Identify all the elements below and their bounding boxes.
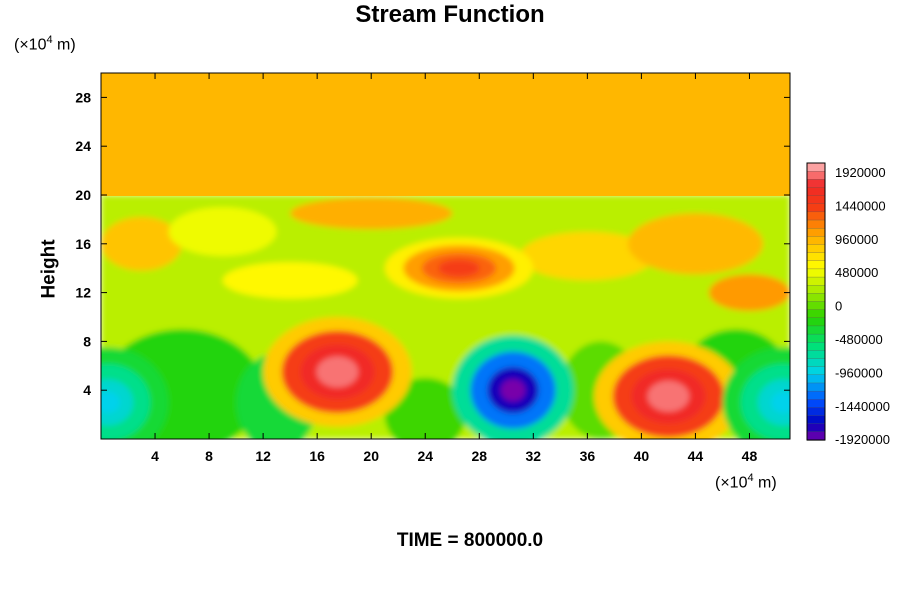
- colorbar-swatch: [806, 211, 826, 221]
- contour-field: [101, 73, 790, 439]
- field-band: [101, 216, 183, 271]
- x-tick-label: 4: [151, 448, 159, 464]
- colorbar-swatch: [806, 187, 826, 197]
- colorbar-swatch: [806, 423, 826, 433]
- colorbar-label: 1440000: [835, 198, 886, 213]
- colorbar-swatch: [806, 390, 826, 400]
- colorbar-label: -1920000: [835, 432, 890, 447]
- field-band: [708, 274, 790, 311]
- x-axis-unit: (×104 m): [715, 472, 777, 492]
- chart-title: Stream Function: [355, 1, 545, 28]
- colorbar-swatch: [806, 350, 826, 360]
- upper-field: [101, 73, 790, 196]
- time-label: TIME = 800000.0: [396, 530, 544, 551]
- colorbar-swatch: [806, 333, 826, 343]
- colorbar: 1920000 1440000 960000 480000 0 -480000 -96000…: [806, 162, 890, 447]
- x-tick-label: 24: [417, 448, 433, 464]
- colorbar-swatch: [806, 382, 826, 392]
- colorbar-swatch: [806, 276, 826, 286]
- colorbar-label: 960000: [835, 232, 878, 247]
- lower-field: [101, 195, 790, 439]
- field-band: [290, 197, 453, 230]
- y-tick-label: 16: [75, 236, 91, 252]
- y-tick-label: 8: [83, 333, 91, 349]
- x-tick-label: 44: [688, 448, 704, 464]
- x-tick-label: 36: [580, 448, 596, 464]
- colorbar-swatch: [806, 431, 826, 441]
- colorbar-label: 1920000: [835, 165, 886, 180]
- field-band: [222, 262, 358, 299]
- field-band: [627, 213, 763, 275]
- colorbar-swatch: [806, 366, 826, 376]
- colorbar-swatch: [806, 162, 826, 172]
- colorbar-swatch: [806, 301, 826, 311]
- y-tick-label: 24: [75, 138, 91, 154]
- plot-frame: [100, 72, 791, 440]
- colorbar-swatch: [806, 195, 826, 205]
- colorbar-swatch: [806, 293, 826, 303]
- colorbar-swatch: [806, 170, 826, 180]
- y-tick-label: 4: [83, 382, 91, 398]
- colorbar-swatch: [806, 228, 826, 237]
- y-axis-unit: (×104 m): [14, 34, 76, 54]
- colorbar-label: -1440000: [835, 399, 890, 414]
- colorbar-swatch: [806, 358, 826, 368]
- colorbar-swatch: [806, 374, 826, 384]
- stream-max: [438, 259, 480, 277]
- y-tick-label: 20: [75, 187, 91, 203]
- colorbar-swatch: [806, 285, 826, 295]
- stream-max: [316, 356, 359, 388]
- y-tick-label: 12: [75, 285, 91, 301]
- y-axis: 4 8 12 16 20 24 28: [75, 89, 790, 398]
- x-tick-label: 32: [526, 448, 542, 464]
- colorbar-swatch: [806, 219, 826, 229]
- colorbar-swatch: [806, 399, 826, 409]
- y-tick-label: 28: [75, 89, 91, 105]
- stream-min: [771, 391, 790, 414]
- x-axis: 4 8 12 16 20 24 28 32 36 40 44 48: [151, 73, 757, 464]
- colorbar-frame: [806, 162, 826, 441]
- colorbar-swatch: [806, 260, 826, 270]
- x-tick-label: 20: [363, 448, 379, 464]
- stream-min: [500, 379, 526, 402]
- x-tick-label: 28: [471, 448, 487, 464]
- colorbar-label: -960000: [835, 365, 883, 380]
- colorbar-swatch: [806, 244, 826, 254]
- field-band: [168, 207, 277, 256]
- stream-max: [647, 380, 690, 412]
- colorbar-swatch: [806, 342, 826, 352]
- colorbar-swatch: [806, 415, 826, 425]
- x-tick-label: 8: [205, 448, 213, 464]
- colorbar-swatch: [806, 317, 826, 327]
- colorbar-label: 0: [835, 299, 842, 314]
- x-tick-label: 40: [634, 448, 650, 464]
- colorbar-label: -480000: [835, 332, 883, 347]
- x-tick-label: 12: [255, 448, 271, 464]
- colorbar-swatch: [806, 179, 826, 189]
- x-tick-label: 48: [742, 448, 758, 464]
- colorbar-swatch: [806, 203, 826, 213]
- colorbar-swatch: [806, 325, 826, 335]
- colorbar-label: 480000: [835, 265, 878, 280]
- stream-min: [101, 391, 120, 414]
- colorbar-swatch: [806, 252, 826, 262]
- colorbar-swatch: [806, 268, 826, 278]
- field-band: [519, 231, 655, 281]
- colorbar-swatch: [806, 236, 826, 246]
- x-tick-label: 16: [309, 448, 325, 464]
- colorbar-swatch: [806, 407, 826, 417]
- colorbar-swatch: [806, 309, 826, 319]
